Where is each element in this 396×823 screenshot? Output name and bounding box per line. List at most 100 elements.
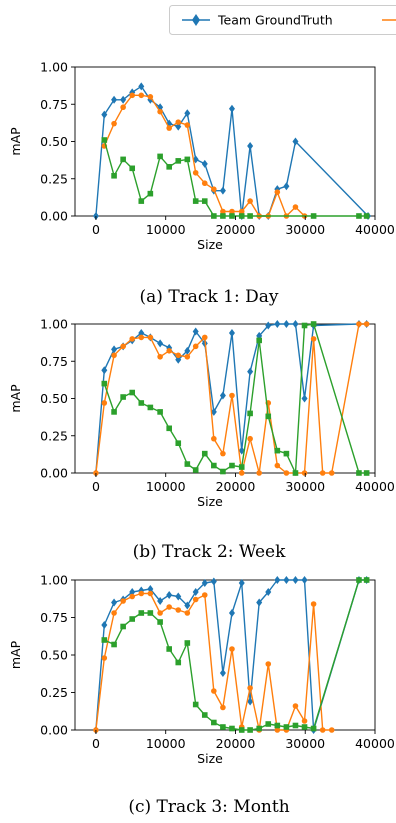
data-point-groundtruth	[274, 576, 281, 584]
data-point-green	[283, 724, 290, 730]
data-point-green	[192, 467, 199, 473]
data-point-groundtruth	[101, 621, 108, 629]
data-point-groundtruth	[175, 355, 182, 364]
data-point-green	[310, 213, 317, 219]
data-point-groundtruth	[120, 95, 127, 104]
data-point-orange	[147, 94, 154, 100]
data-point-orange	[138, 590, 145, 597]
data-point-green	[356, 213, 362, 219]
data-point-green	[111, 641, 117, 648]
data-point-orange	[301, 718, 308, 724]
data-point-green	[265, 721, 272, 727]
data-point-green	[363, 577, 370, 583]
data-point-groundtruth	[283, 320, 290, 328]
data-point-green	[147, 404, 154, 411]
data-point-orange	[238, 208, 245, 215]
y-axis-label: mAP	[8, 384, 23, 413]
data-point-green	[129, 389, 136, 396]
data-point-groundtruth	[157, 597, 164, 605]
data-point-orange	[184, 353, 191, 360]
data-point-orange	[111, 352, 117, 359]
data-point-orange	[129, 593, 136, 600]
caption-track-1: (a) Track 1: Day	[140, 287, 279, 307]
data-point-orange	[247, 435, 253, 442]
data-point-green	[220, 468, 226, 475]
data-point-green	[229, 725, 235, 732]
data-point-groundtruth	[138, 328, 145, 337]
data-point-green	[101, 380, 108, 387]
data-point-groundtruth	[111, 598, 118, 607]
data-point-orange	[220, 450, 226, 457]
y-tick-label: 0.25	[40, 171, 68, 186]
data-point-groundtruth	[292, 576, 299, 584]
data-point-orange	[147, 334, 154, 341]
data-point-groundtruth	[219, 186, 226, 195]
data-point-green	[229, 213, 235, 219]
data-point-green	[238, 213, 245, 219]
data-point-green	[274, 722, 281, 729]
y-tick-label: 0.50	[40, 648, 68, 663]
data-point-orange	[256, 470, 262, 476]
x-tick-label: 40000	[355, 222, 395, 237]
data-point-orange	[328, 727, 335, 733]
data-point-groundtruth	[219, 391, 226, 400]
data-point-groundtruth	[265, 588, 272, 596]
data-point-green	[166, 164, 172, 170]
data-point-orange	[310, 336, 317, 342]
data-point-green	[310, 725, 317, 732]
data-point-orange	[238, 470, 245, 476]
series-orange	[93, 590, 335, 733]
legend: Team GroundTruth	[169, 5, 396, 35]
data-point-groundtruth	[247, 141, 254, 150]
data-point-green	[363, 213, 370, 219]
data-point-orange	[157, 353, 163, 360]
data-point-orange	[192, 343, 199, 350]
data-point-groundtruth	[210, 407, 217, 416]
data-point-green	[120, 623, 126, 630]
data-point-orange	[175, 352, 182, 359]
legend-frame	[169, 5, 396, 35]
data-point-orange	[201, 334, 208, 341]
x-axis-label: Size	[197, 751, 223, 766]
data-point-groundtruth	[265, 321, 272, 330]
data-point-green	[147, 190, 154, 197]
data-point-orange	[292, 703, 299, 709]
data-point-groundtruth	[201, 579, 208, 587]
data-point-green	[229, 462, 235, 469]
data-point-orange	[301, 470, 308, 476]
data-point-orange	[192, 596, 199, 603]
data-point-groundtruth	[274, 320, 281, 328]
y-tick-label: 0.75	[40, 610, 68, 625]
data-point-orange	[166, 604, 172, 610]
series-orange	[93, 321, 370, 476]
data-point-orange	[138, 92, 145, 99]
x-tick-label: 20000	[216, 222, 256, 237]
data-point-orange	[166, 348, 172, 354]
y-tick-label: 1.00	[40, 317, 68, 332]
y-tick-label: 0.00	[40, 209, 68, 224]
data-point-orange	[175, 119, 182, 125]
data-point-orange	[101, 400, 108, 406]
data-point-groundtruth	[101, 366, 108, 375]
y-tick-label: 0.50	[40, 134, 68, 149]
data-point-groundtruth	[228, 609, 235, 617]
data-point-orange	[129, 336, 136, 342]
plot-frame	[74, 66, 376, 217]
y-tick-label: 0.75	[40, 97, 68, 112]
data-point-groundtruth	[219, 669, 226, 677]
data-point-green	[201, 450, 208, 457]
data-point-orange	[319, 727, 326, 733]
x-tick-label: 10000	[146, 479, 186, 494]
x-tick-label: 0	[92, 222, 100, 237]
data-point-orange	[157, 108, 163, 115]
data-point-green	[129, 165, 136, 172]
data-point-green	[184, 156, 191, 163]
data-point-green	[157, 409, 163, 415]
data-point-green	[274, 447, 281, 454]
x-tick-label: 0	[92, 736, 100, 751]
y-tick-label: 1.00	[40, 60, 68, 75]
data-point-orange	[220, 208, 226, 215]
data-point-green	[157, 619, 163, 625]
data-point-green	[363, 470, 370, 476]
series-green	[101, 577, 370, 733]
